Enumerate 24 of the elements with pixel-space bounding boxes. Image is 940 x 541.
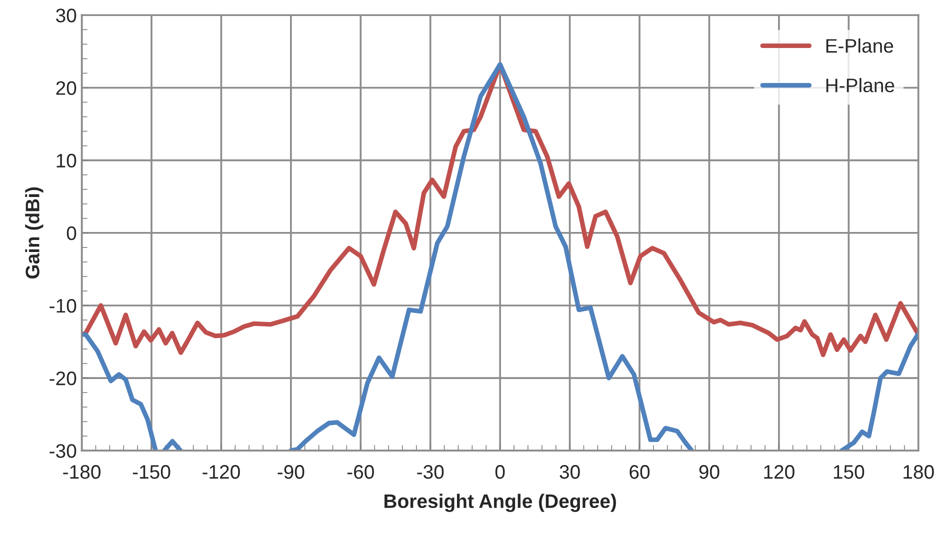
x-axis-title: Boresight Angle (Degree) — [384, 494, 616, 512]
x-tick-label: 30 — [560, 465, 580, 479]
x-tick-label: -90 — [278, 465, 304, 479]
x-tick-label: -60 — [347, 465, 374, 479]
y-tick-label: 0 — [66, 226, 76, 240]
y-tick-label: -10 — [50, 298, 76, 313]
x-tick-label: 180 — [904, 465, 934, 479]
x-tick-label: -150 — [132, 465, 170, 479]
x-tick-label: -120 — [202, 465, 240, 479]
legend-label: H-Plane — [826, 78, 894, 92]
x-tick-label: 90 — [699, 465, 720, 479]
x-tick-label: -30 — [417, 465, 444, 479]
x-tick-label: 150 — [834, 465, 864, 479]
x-tick-label: -180 — [63, 465, 100, 479]
y-tick-label: 30 — [56, 8, 76, 22]
y-tick-label: -20 — [50, 372, 76, 386]
x-tick-label: 120 — [764, 465, 794, 479]
y-axis-title: Gain (dBi) — [25, 187, 44, 279]
x-tick-label: 0 — [495, 465, 505, 479]
legend-label: E-Plane — [826, 38, 894, 53]
y-tick-label: 10 — [56, 154, 76, 168]
y-tick-label: 20 — [56, 81, 76, 95]
x-tick-label: 60 — [630, 465, 650, 479]
y-tick-label: -30 — [50, 444, 76, 458]
